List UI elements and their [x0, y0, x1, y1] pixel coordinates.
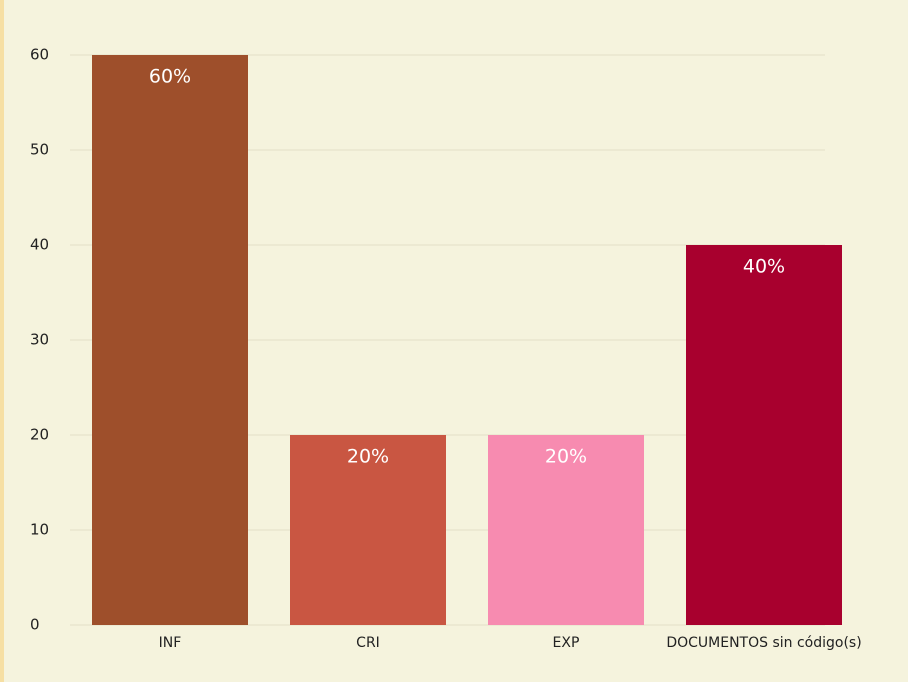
y-tick-label: 10	[30, 521, 49, 539]
y-tick-label: 50	[30, 141, 49, 159]
y-tick-label: 60	[30, 46, 49, 64]
left-edge	[0, 0, 4, 682]
bar	[686, 245, 842, 625]
bar	[290, 435, 446, 625]
y-tick-label: 0	[30, 616, 40, 634]
x-tick-label: EXP	[553, 635, 580, 651]
bar	[488, 435, 644, 625]
value-label: 60%	[149, 66, 191, 88]
x-tick-label: CRI	[356, 635, 380, 651]
y-tick-label: 40	[30, 236, 49, 254]
bar	[92, 55, 248, 625]
x-tick-label: DOCUMENTOS sin código(s)	[666, 635, 861, 651]
y-tick-label: 20	[30, 426, 49, 444]
y-tick-label: 30	[30, 331, 49, 349]
value-label: 20%	[347, 446, 389, 468]
value-label: 40%	[743, 256, 785, 278]
x-tick-label: INF	[159, 635, 182, 651]
value-label: 20%	[545, 446, 587, 468]
